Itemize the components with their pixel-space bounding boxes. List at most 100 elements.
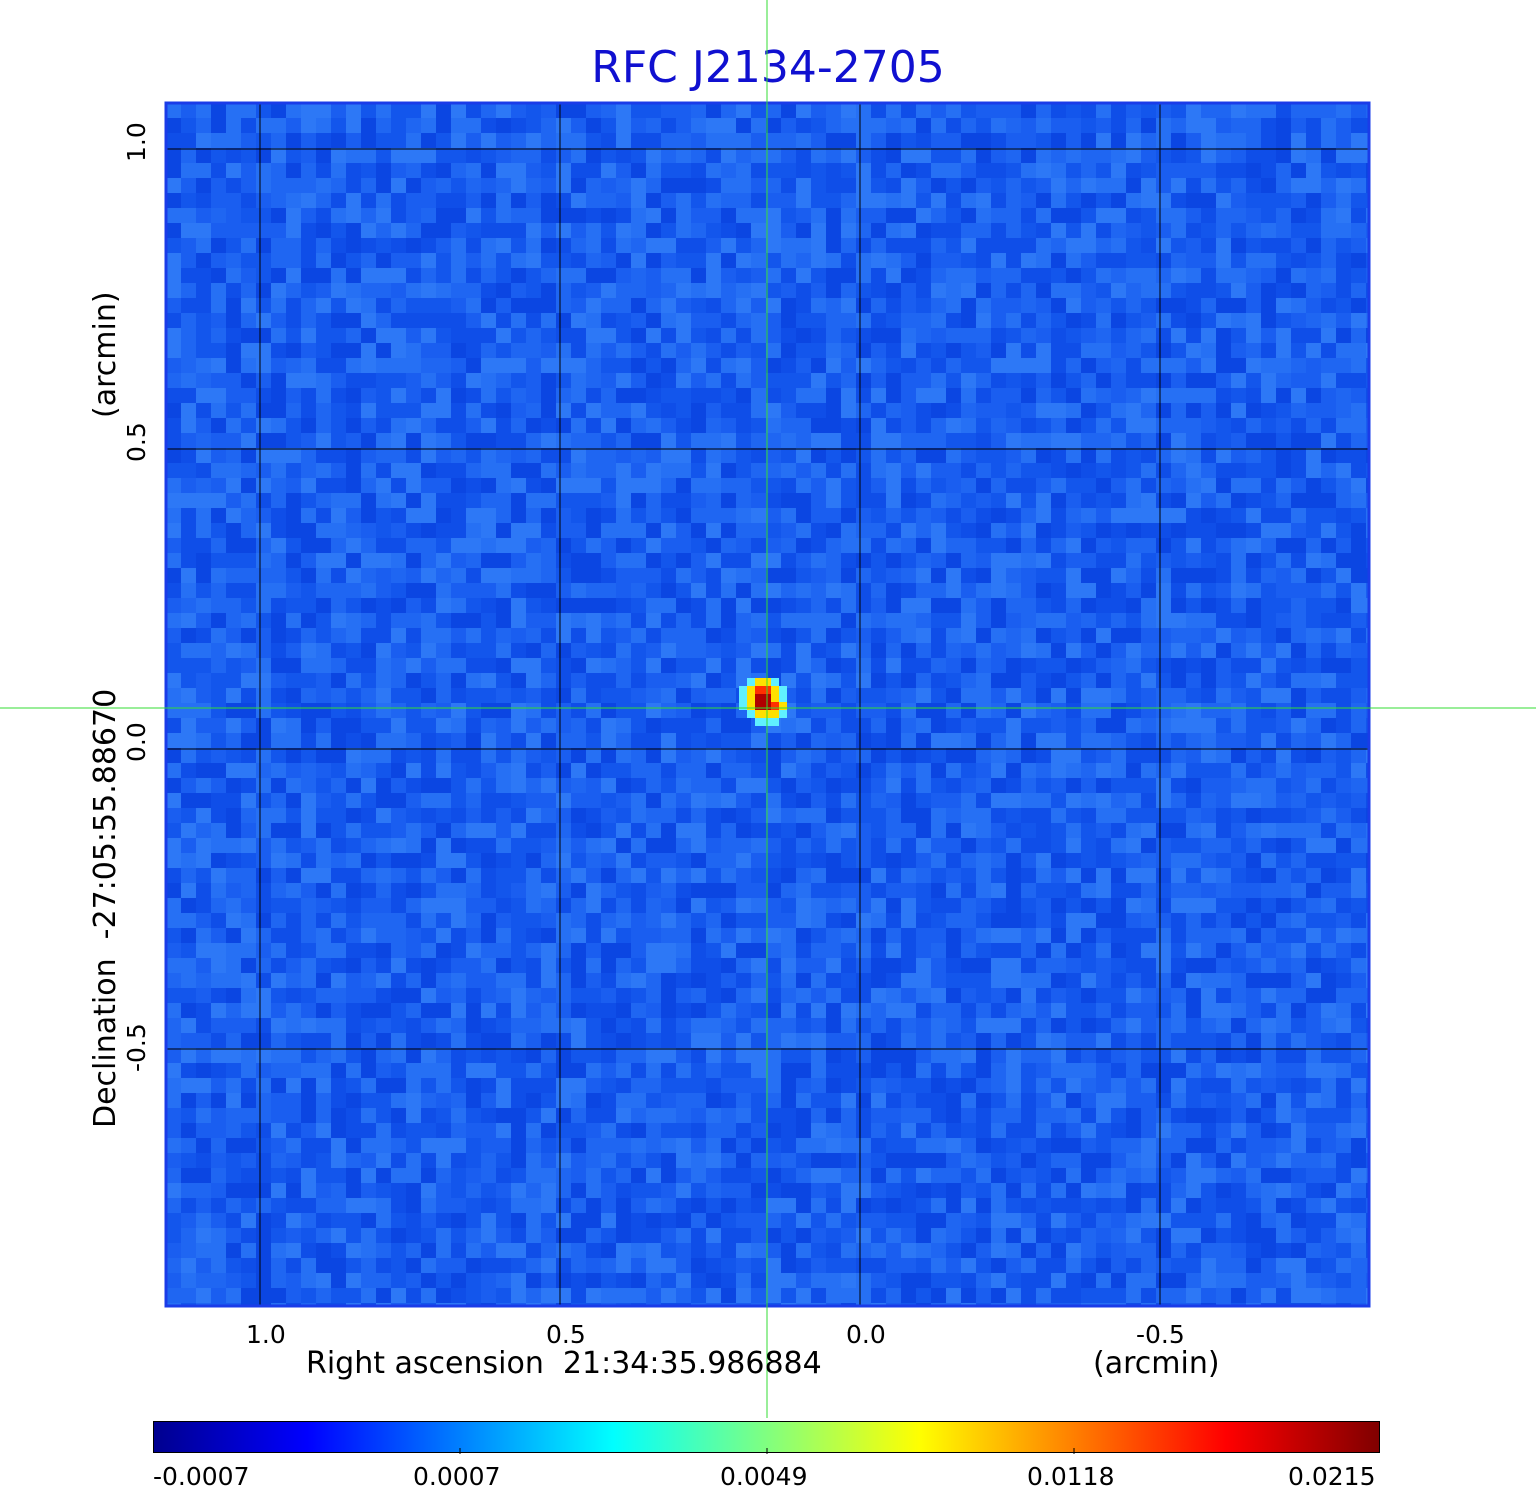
noise-pixel <box>856 703 871 718</box>
noise-pixel <box>1261 1003 1276 1018</box>
noise-pixel <box>1291 838 1306 853</box>
noise-pixel <box>331 943 346 958</box>
noise-pixel <box>961 793 976 808</box>
noise-pixel <box>661 118 676 133</box>
noise-pixel <box>421 418 436 433</box>
noise-pixel <box>1156 973 1171 988</box>
noise-pixel <box>556 583 571 598</box>
noise-pixel <box>1231 988 1246 1003</box>
noise-pixel <box>316 643 331 658</box>
noise-pixel <box>1351 868 1366 883</box>
noise-pixel <box>976 808 991 823</box>
noise-pixel <box>481 913 496 928</box>
noise-pixel <box>856 523 871 538</box>
noise-pixel <box>1171 793 1186 808</box>
noise-pixel <box>736 343 751 358</box>
noise-pixel <box>1276 808 1291 823</box>
noise-pixel <box>1321 298 1336 313</box>
noise-pixel <box>1006 493 1021 508</box>
noise-pixel <box>271 703 286 718</box>
noise-pixel <box>886 328 901 343</box>
noise-pixel <box>466 343 481 358</box>
noise-pixel <box>541 778 556 793</box>
noise-pixel <box>1291 268 1306 283</box>
noise-pixel <box>1141 718 1156 733</box>
noise-pixel <box>856 208 871 223</box>
noise-pixel <box>1111 523 1126 538</box>
noise-pixel <box>436 868 451 883</box>
noise-pixel <box>556 703 571 718</box>
noise-pixel <box>721 463 736 478</box>
noise-pixel <box>976 988 991 1003</box>
noise-pixel <box>421 928 436 943</box>
noise-pixel <box>316 658 331 673</box>
noise-pixel <box>841 1018 856 1033</box>
noise-pixel <box>991 283 1006 298</box>
noise-pixel <box>301 853 316 868</box>
noise-pixel <box>1036 988 1051 1003</box>
noise-pixel <box>631 148 646 163</box>
noise-pixel <box>256 688 271 703</box>
noise-pixel <box>196 1003 211 1018</box>
noise-pixel <box>1096 703 1111 718</box>
noise-pixel <box>481 193 496 208</box>
noise-pixel <box>1036 958 1051 973</box>
noise-pixel <box>736 223 751 238</box>
noise-pixel <box>1276 208 1291 223</box>
noise-pixel <box>601 988 616 1003</box>
noise-pixel <box>991 133 1006 148</box>
noise-pixel <box>991 118 1006 133</box>
noise-pixel <box>796 538 811 553</box>
noise-pixel <box>961 613 976 628</box>
noise-pixel <box>1036 748 1051 763</box>
noise-pixel <box>1186 718 1201 733</box>
noise-pixel <box>766 823 781 838</box>
noise-pixel <box>211 718 226 733</box>
noise-pixel <box>1021 478 1036 493</box>
noise-pixel <box>1051 958 1066 973</box>
noise-pixel <box>841 193 856 208</box>
noise-pixel <box>871 703 886 718</box>
noise-pixel <box>856 838 871 853</box>
noise-pixel <box>811 208 826 223</box>
noise-pixel <box>571 148 586 163</box>
noise-pixel <box>736 838 751 853</box>
noise-pixel <box>331 223 346 238</box>
noise-pixel <box>886 418 901 433</box>
noise-pixel <box>391 103 406 118</box>
noise-pixel <box>1291 343 1306 358</box>
noise-pixel <box>631 703 646 718</box>
noise-pixel <box>931 133 946 148</box>
noise-pixel <box>496 703 511 718</box>
noise-pixel <box>631 508 646 523</box>
noise-pixel <box>541 823 556 838</box>
noise-pixel <box>271 418 286 433</box>
noise-pixel <box>736 148 751 163</box>
noise-pixel <box>271 823 286 838</box>
noise-pixel <box>646 733 661 748</box>
noise-pixel <box>1096 613 1111 628</box>
noise-pixel <box>616 988 631 1003</box>
noise-pixel <box>1111 133 1126 148</box>
noise-pixel <box>1141 193 1156 208</box>
noise-pixel <box>751 613 766 628</box>
noise-pixel <box>676 133 691 148</box>
noise-pixel <box>466 313 481 328</box>
noise-pixel <box>1351 658 1366 673</box>
noise-pixel <box>586 898 601 913</box>
noise-pixel <box>481 238 496 253</box>
noise-pixel <box>571 883 586 898</box>
noise-pixel <box>391 118 406 133</box>
noise-pixel <box>211 148 226 163</box>
noise-pixel <box>796 988 811 1003</box>
noise-pixel <box>691 643 706 658</box>
noise-pixel <box>346 448 361 463</box>
noise-pixel <box>766 148 781 163</box>
noise-pixel <box>766 208 781 223</box>
noise-pixel <box>1156 103 1171 118</box>
noise-pixel <box>1051 583 1066 598</box>
noise-pixel <box>436 763 451 778</box>
noise-pixel <box>1216 343 1231 358</box>
noise-pixel <box>511 613 526 628</box>
noise-pixel <box>631 673 646 688</box>
